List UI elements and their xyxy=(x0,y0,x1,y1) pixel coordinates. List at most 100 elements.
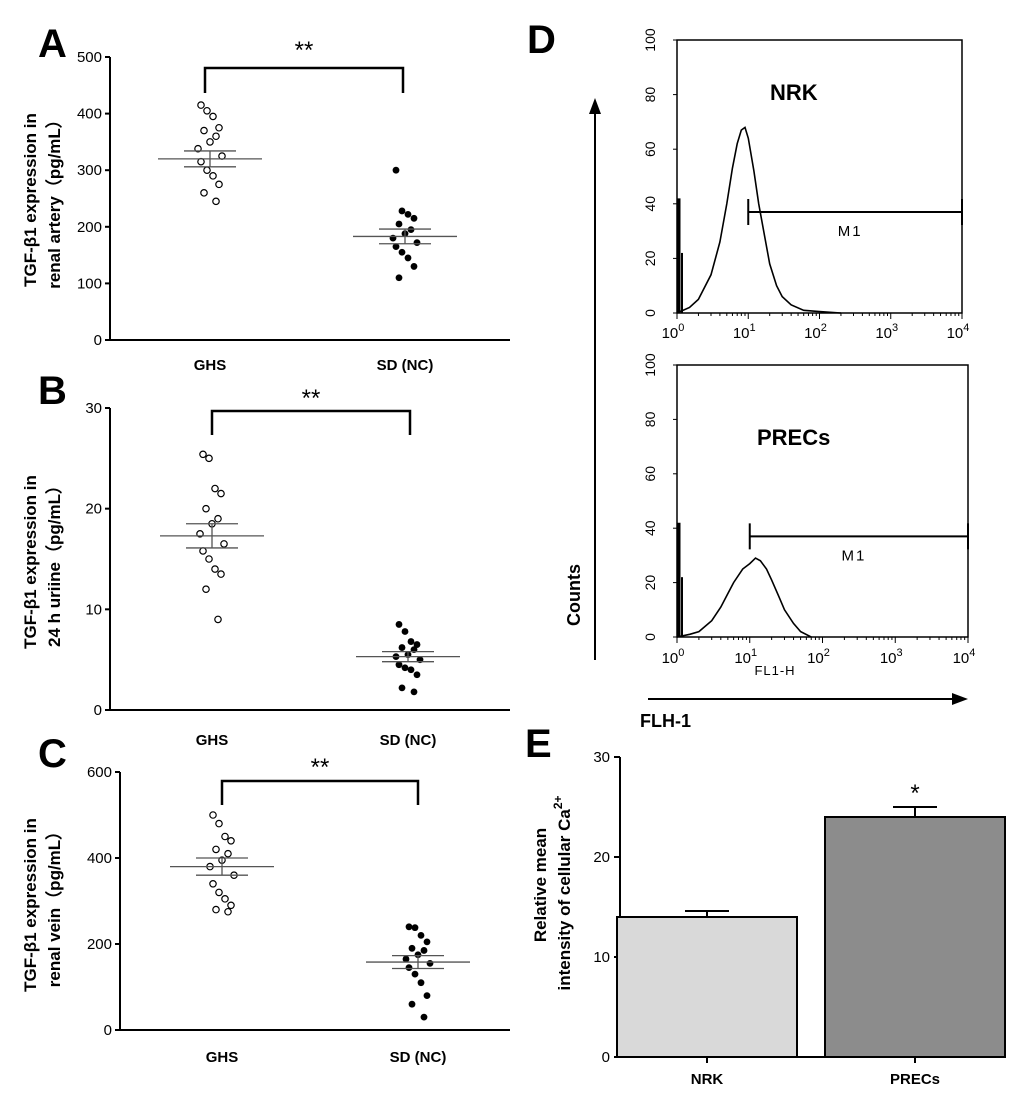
y-tick-label: 100 xyxy=(642,353,658,377)
data-point-open xyxy=(209,879,217,888)
data-point-open xyxy=(221,895,229,903)
x-tick-label: 102 xyxy=(804,322,827,342)
panel-e-ylabel-text: intensity of cellular Ca xyxy=(555,809,574,991)
data-point-filled xyxy=(420,1013,428,1021)
data-point-filled xyxy=(392,243,400,251)
x-tick-label: 104 xyxy=(953,647,976,667)
data-point-open xyxy=(212,845,220,854)
x-category-label: SD (NC) xyxy=(390,1049,447,1066)
x-tick-label: 100 xyxy=(662,647,685,667)
data-point-open xyxy=(202,585,210,594)
data-point-open xyxy=(220,540,228,548)
significance-label: * xyxy=(910,780,919,807)
data-point-filled xyxy=(411,970,419,978)
data-point-filled xyxy=(398,644,406,651)
data-point-open xyxy=(215,888,223,897)
data-point-open xyxy=(205,454,213,463)
data-point-filled xyxy=(426,959,434,967)
x-tick-exponent: 3 xyxy=(892,322,898,334)
x-tick-label: 101 xyxy=(733,322,756,342)
bar xyxy=(824,816,1006,1058)
y-tick-label: 0 xyxy=(642,633,658,641)
data-point-open xyxy=(215,180,223,189)
data-point-filled xyxy=(417,932,425,939)
data-point-filled xyxy=(407,666,415,674)
data-point-open xyxy=(206,138,214,146)
x-tick-exponent: 0 xyxy=(678,322,684,334)
histogram-precs-label: PRECs xyxy=(757,425,830,450)
significance-bracket xyxy=(203,66,405,93)
x-tick-exponent: 4 xyxy=(969,647,975,659)
panel-d-letter: D xyxy=(527,18,556,62)
y-tick-label: 60 xyxy=(642,466,658,482)
data-point-filled xyxy=(401,664,409,672)
gate-label: M1 xyxy=(841,547,866,564)
flh-arrow-head xyxy=(952,693,968,705)
panel-e-marks: * xyxy=(616,780,1006,1058)
x-tick-base: 10 xyxy=(880,650,897,667)
x-tick-label: 100 xyxy=(662,322,685,342)
x-tick-base: 10 xyxy=(807,650,824,667)
data-point-open xyxy=(209,112,217,121)
data-point-open xyxy=(217,489,225,498)
data-point-open xyxy=(227,836,235,845)
data-point-open xyxy=(212,905,220,914)
gate-label: M1 xyxy=(838,223,863,240)
data-point-open xyxy=(194,144,202,153)
data-point-filled xyxy=(420,947,428,954)
data-point-filled xyxy=(392,166,400,174)
flh-label: FLH-1 xyxy=(640,711,691,731)
data-point-filled xyxy=(404,254,412,262)
data-point-open xyxy=(203,106,211,115)
significance-label: ** xyxy=(295,37,314,64)
y-tick-label: 40 xyxy=(642,196,658,212)
data-point-filled xyxy=(410,688,418,696)
x-category-label: PRECs xyxy=(890,1071,940,1088)
y-tick-label: 80 xyxy=(642,87,658,103)
histogram-nrk-label: NRK xyxy=(770,80,818,105)
fl1-h-axis-name: FL1-H xyxy=(754,663,795,678)
data-point-open xyxy=(212,197,220,206)
y-tick-label: 80 xyxy=(642,411,658,427)
data-point-filled xyxy=(411,924,419,932)
x-category-label: NRK xyxy=(691,1071,724,1088)
x-tick-exponent: 2 xyxy=(824,647,830,659)
x-tick-label: 103 xyxy=(875,322,898,342)
x-tick-base: 10 xyxy=(733,325,750,342)
y-tick-label: 0 xyxy=(104,1022,112,1039)
y-tick-label: 400 xyxy=(77,106,102,123)
panel-b-ylabel-line1: TGF-β1 expression in xyxy=(21,475,40,649)
y-tick-label: 20 xyxy=(642,250,658,266)
y-tick-label: 200 xyxy=(87,936,112,953)
data-point-open xyxy=(211,565,219,573)
data-point-filled xyxy=(410,214,418,222)
y-tick-label: 0 xyxy=(602,1049,610,1066)
data-point-filled xyxy=(423,938,431,946)
y-tick-label: 600 xyxy=(87,764,112,781)
panel-a-scatter: A TGF-β1 expression in renal artery（pg/m… xyxy=(21,22,510,374)
x-tick-exponent: 1 xyxy=(750,322,756,334)
x-tick-base: 10 xyxy=(875,325,892,342)
data-point-filled xyxy=(404,210,412,218)
bar xyxy=(616,916,798,1058)
panel-b-axes: 0 10 20 30 GHS SD (NC) xyxy=(85,400,510,749)
data-point-open xyxy=(211,484,219,493)
histogram-curve xyxy=(676,126,841,314)
panel-c-ylabel-line1: TGF-β1 expression in xyxy=(21,818,40,992)
y-tick-label: 10 xyxy=(85,601,102,618)
panel-a-marks: ** xyxy=(158,37,457,282)
histogram-frame xyxy=(676,364,969,638)
data-point-filled xyxy=(408,1000,416,1008)
panel-e-ylabel-line2: intensity of cellular Ca2+ xyxy=(551,795,574,990)
data-point-filled xyxy=(395,274,403,282)
significance-bracket xyxy=(220,779,420,805)
x-tick-base: 10 xyxy=(734,650,751,667)
x-tick-label: 103 xyxy=(880,647,903,667)
x-tick-base: 10 xyxy=(804,325,821,342)
panel-b-marks: ** xyxy=(160,385,460,696)
data-point-filled xyxy=(395,621,403,628)
x-tick-label: 104 xyxy=(947,322,970,342)
y-tick-label: 40 xyxy=(642,520,658,536)
panel-b-scatter: B TGF-β1 expression in 24 h uriine（pg/mL… xyxy=(21,369,510,749)
